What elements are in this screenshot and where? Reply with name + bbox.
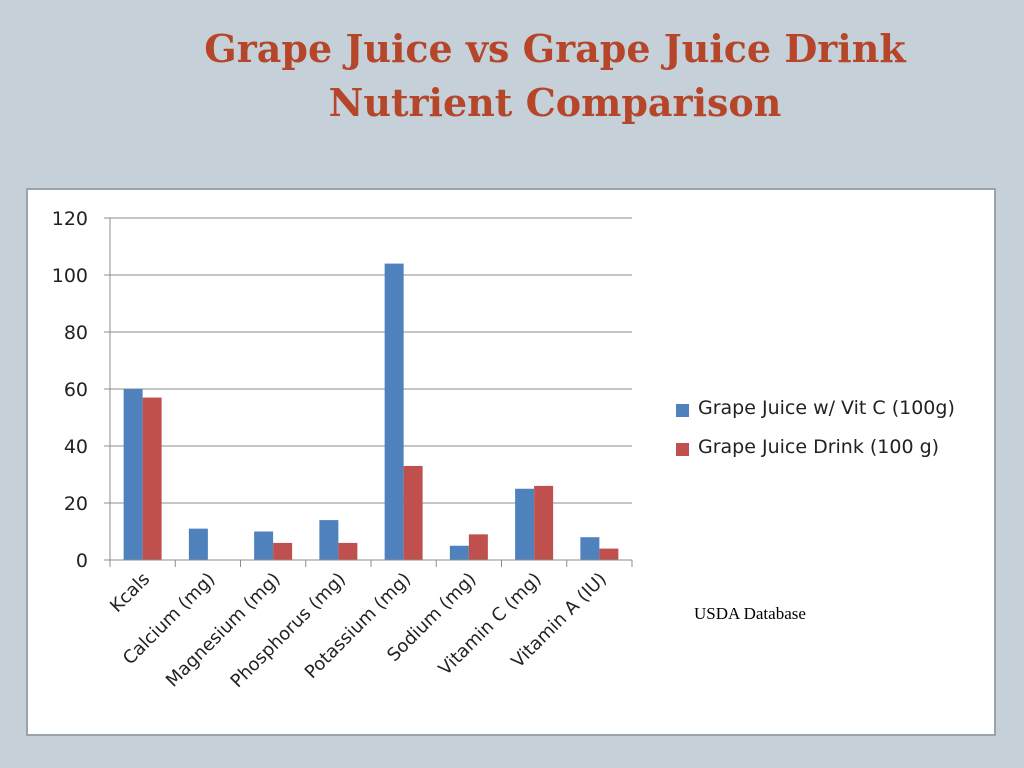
y-tick-label: 20: [64, 493, 88, 515]
bar-2-vitamin-c-mg: [534, 485, 554, 560]
bar-1-calcium-mg: [188, 528, 208, 560]
bar-1-kcals: [123, 389, 143, 560]
bar-1-potassium-mg: [384, 263, 404, 560]
bar-2-vitamin-a-iu: [599, 548, 619, 560]
bar-2-kcals: [142, 397, 162, 560]
bars: [123, 263, 619, 560]
y-tick-label: 60: [64, 379, 88, 401]
source-note: USDA Database: [694, 604, 806, 623]
legend-swatch-series-2: [676, 443, 689, 456]
legend-label-series-2: Grape Juice Drink (100 g): [698, 436, 940, 458]
legend-item-series-1: Grape Juice w/ Vit C (100g): [676, 397, 996, 423]
y-tick-label: 120: [52, 208, 88, 230]
x-tick-label: Phosphorus (mg): [227, 569, 350, 692]
bar-1-vitamin-a-iu: [580, 537, 600, 560]
slide-title-line-1: Grape Juice vs Grape Juice Drink: [204, 26, 906, 71]
slide-title-line-2: Nutrient Comparison: [328, 80, 782, 125]
y-tick-label: 80: [64, 322, 88, 344]
y-tick-label: 0: [76, 550, 88, 572]
y-tick-labels: 0 20 40 60 80 100 120: [52, 208, 110, 572]
legend-item-series-2: Grape Juice Drink (100 g): [676, 436, 996, 462]
bar-1-vitamin-c-mg: [515, 488, 535, 560]
bar-2-sodium-mg: [468, 534, 488, 560]
chart-frame: 0 20 40 60 80 100 120 Kcals Calcium (mg) Magnesi…: [26, 188, 996, 736]
gridlines: [110, 217, 632, 504]
bar-1-phosphorus-mg: [319, 520, 339, 560]
x-tick-label: Kcals: [106, 569, 154, 617]
legend: Grape Juice w/ Vit C (100g) Grape Juice …: [676, 397, 996, 476]
bar-2-potassium-mg: [403, 465, 423, 560]
bar-2-phosphorus-mg: [338, 542, 358, 560]
slide-title: Grape Juice vs Grape Juice Drink Nutrien…: [150, 22, 960, 130]
y-tick-label: 100: [52, 265, 88, 287]
bar-1-magnesium-mg: [254, 531, 274, 560]
legend-swatch-series-1: [676, 404, 689, 417]
y-tick-label: 40: [64, 436, 88, 458]
bar-2-magnesium-mg: [273, 542, 293, 560]
axes: [109, 218, 633, 567]
legend-label-series-1: Grape Juice w/ Vit C (100g): [698, 397, 955, 419]
bar-1-sodium-mg: [449, 545, 469, 560]
x-tick-label: Magnesium (mg): [162, 569, 285, 692]
